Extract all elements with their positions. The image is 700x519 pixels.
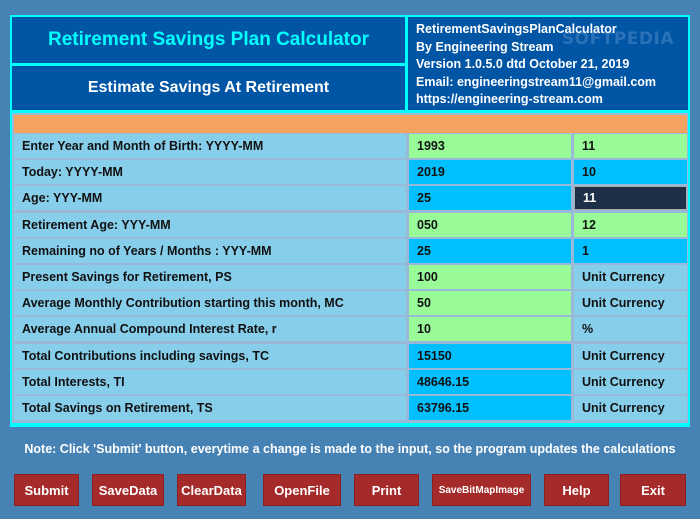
field-value[interactable]: 50 [409, 291, 571, 316]
form-row: Present Savings for Retirement, PS 100 U… [14, 265, 687, 289]
openfile-button[interactable]: OpenFile [263, 474, 341, 506]
field-unit: 1 [574, 238, 687, 263]
field-label: Remaining no of Years / Months : YYY-MM [14, 238, 406, 263]
field-unit: Unit Currency [574, 343, 687, 368]
submit-button[interactable]: Submit [14, 474, 79, 506]
field-unit: Unit Currency [574, 265, 687, 289]
app-info: SOFTPEDIA RetirementSavingsPlanCalculato… [408, 17, 688, 110]
form-row: Retirement Age: YYY-MM 050 12 [14, 212, 687, 237]
form-row: Total Contributions including savings, T… [14, 343, 687, 368]
field-label: Present Savings for Retirement, PS [14, 265, 406, 289]
form-row: Enter Year and Month of Birth: YYYY-MM 1… [14, 134, 687, 158]
field-value[interactable]: 050 [409, 212, 571, 237]
form-row: Average Annual Compound Interest Rate, r… [14, 317, 687, 342]
field-label: Total Savings on Retirement, TS [14, 396, 406, 420]
print-button[interactable]: Print [354, 474, 419, 506]
field-unit: 10 [574, 160, 687, 185]
info-line: RetirementSavingsPlanCalculator [416, 22, 617, 36]
field-value[interactable]: 100 [409, 265, 571, 289]
softpedia-watermark: SOFTPEDIA [561, 29, 674, 49]
field-value: 25 [409, 238, 571, 263]
form-row: Age: YYY-MM 25 11 [14, 186, 687, 211]
field-value[interactable]: 1993 [409, 134, 571, 158]
field-value: 63796.15 [409, 396, 571, 420]
note-text: Note: Click 'Submit' button, everytime a… [24, 442, 676, 456]
field-unit: % [574, 317, 687, 342]
field-unit[interactable]: 11 [574, 134, 687, 158]
app-subtitle: Estimate Savings At Retirement [12, 66, 405, 110]
field-label: Today: YYYY-MM [14, 160, 406, 185]
field-unit: Unit Currency [574, 369, 687, 394]
field-unit: Unit Currency [574, 396, 687, 420]
field-value: 48646.15 [409, 369, 571, 394]
field-value: 25 [409, 186, 571, 211]
savedata-button[interactable]: SaveData [92, 474, 164, 506]
field-value: 15150 [409, 343, 571, 368]
field-label: Average Monthly Contribution starting th… [14, 291, 406, 316]
field-unit[interactable]: 12 [574, 212, 687, 237]
field-value: 2019 [409, 160, 571, 185]
app-title: Retirement Savings Plan Calculator [12, 17, 405, 63]
info-line: Email: engineeringstream11@gmail.com [416, 74, 657, 89]
form-row: Today: YYYY-MM 2019 10 [14, 160, 687, 185]
info-line: Version 1.0.5.0 dtd October 21, 2019 [416, 57, 630, 71]
field-value[interactable]: 10 [409, 317, 571, 342]
cleardata-button[interactable]: ClearData [177, 474, 246, 506]
form-row: Total Interests, TI 48646.15 Unit Curren… [14, 369, 687, 394]
field-label: Age: YYY-MM [14, 186, 406, 211]
field-label: Total Contributions including savings, T… [14, 343, 406, 368]
help-button[interactable]: Help [544, 474, 609, 506]
field-label: Retirement Age: YYY-MM [14, 212, 406, 237]
savebitmapimage-button[interactable]: SaveBitMapImage [432, 474, 531, 506]
field-label: Enter Year and Month of Birth: YYYY-MM [14, 134, 406, 158]
info-line: https://engineering-stream.com [416, 92, 603, 106]
field-unit: 11 [574, 186, 687, 211]
form-row: Average Monthly Contribution starting th… [14, 291, 687, 316]
form-row: Total Savings on Retirement, TS 63796.15… [14, 396, 687, 420]
form-row: Remaining no of Years / Months : YYY-MM … [14, 238, 687, 263]
field-label: Average Annual Compound Interest Rate, r [14, 317, 406, 342]
orange-banner [14, 115, 687, 133]
field-unit: Unit Currency [574, 291, 687, 316]
field-label: Total Interests, TI [14, 369, 406, 394]
exit-button[interactable]: Exit [620, 474, 686, 506]
info-line: By Engineering Stream [416, 39, 554, 54]
